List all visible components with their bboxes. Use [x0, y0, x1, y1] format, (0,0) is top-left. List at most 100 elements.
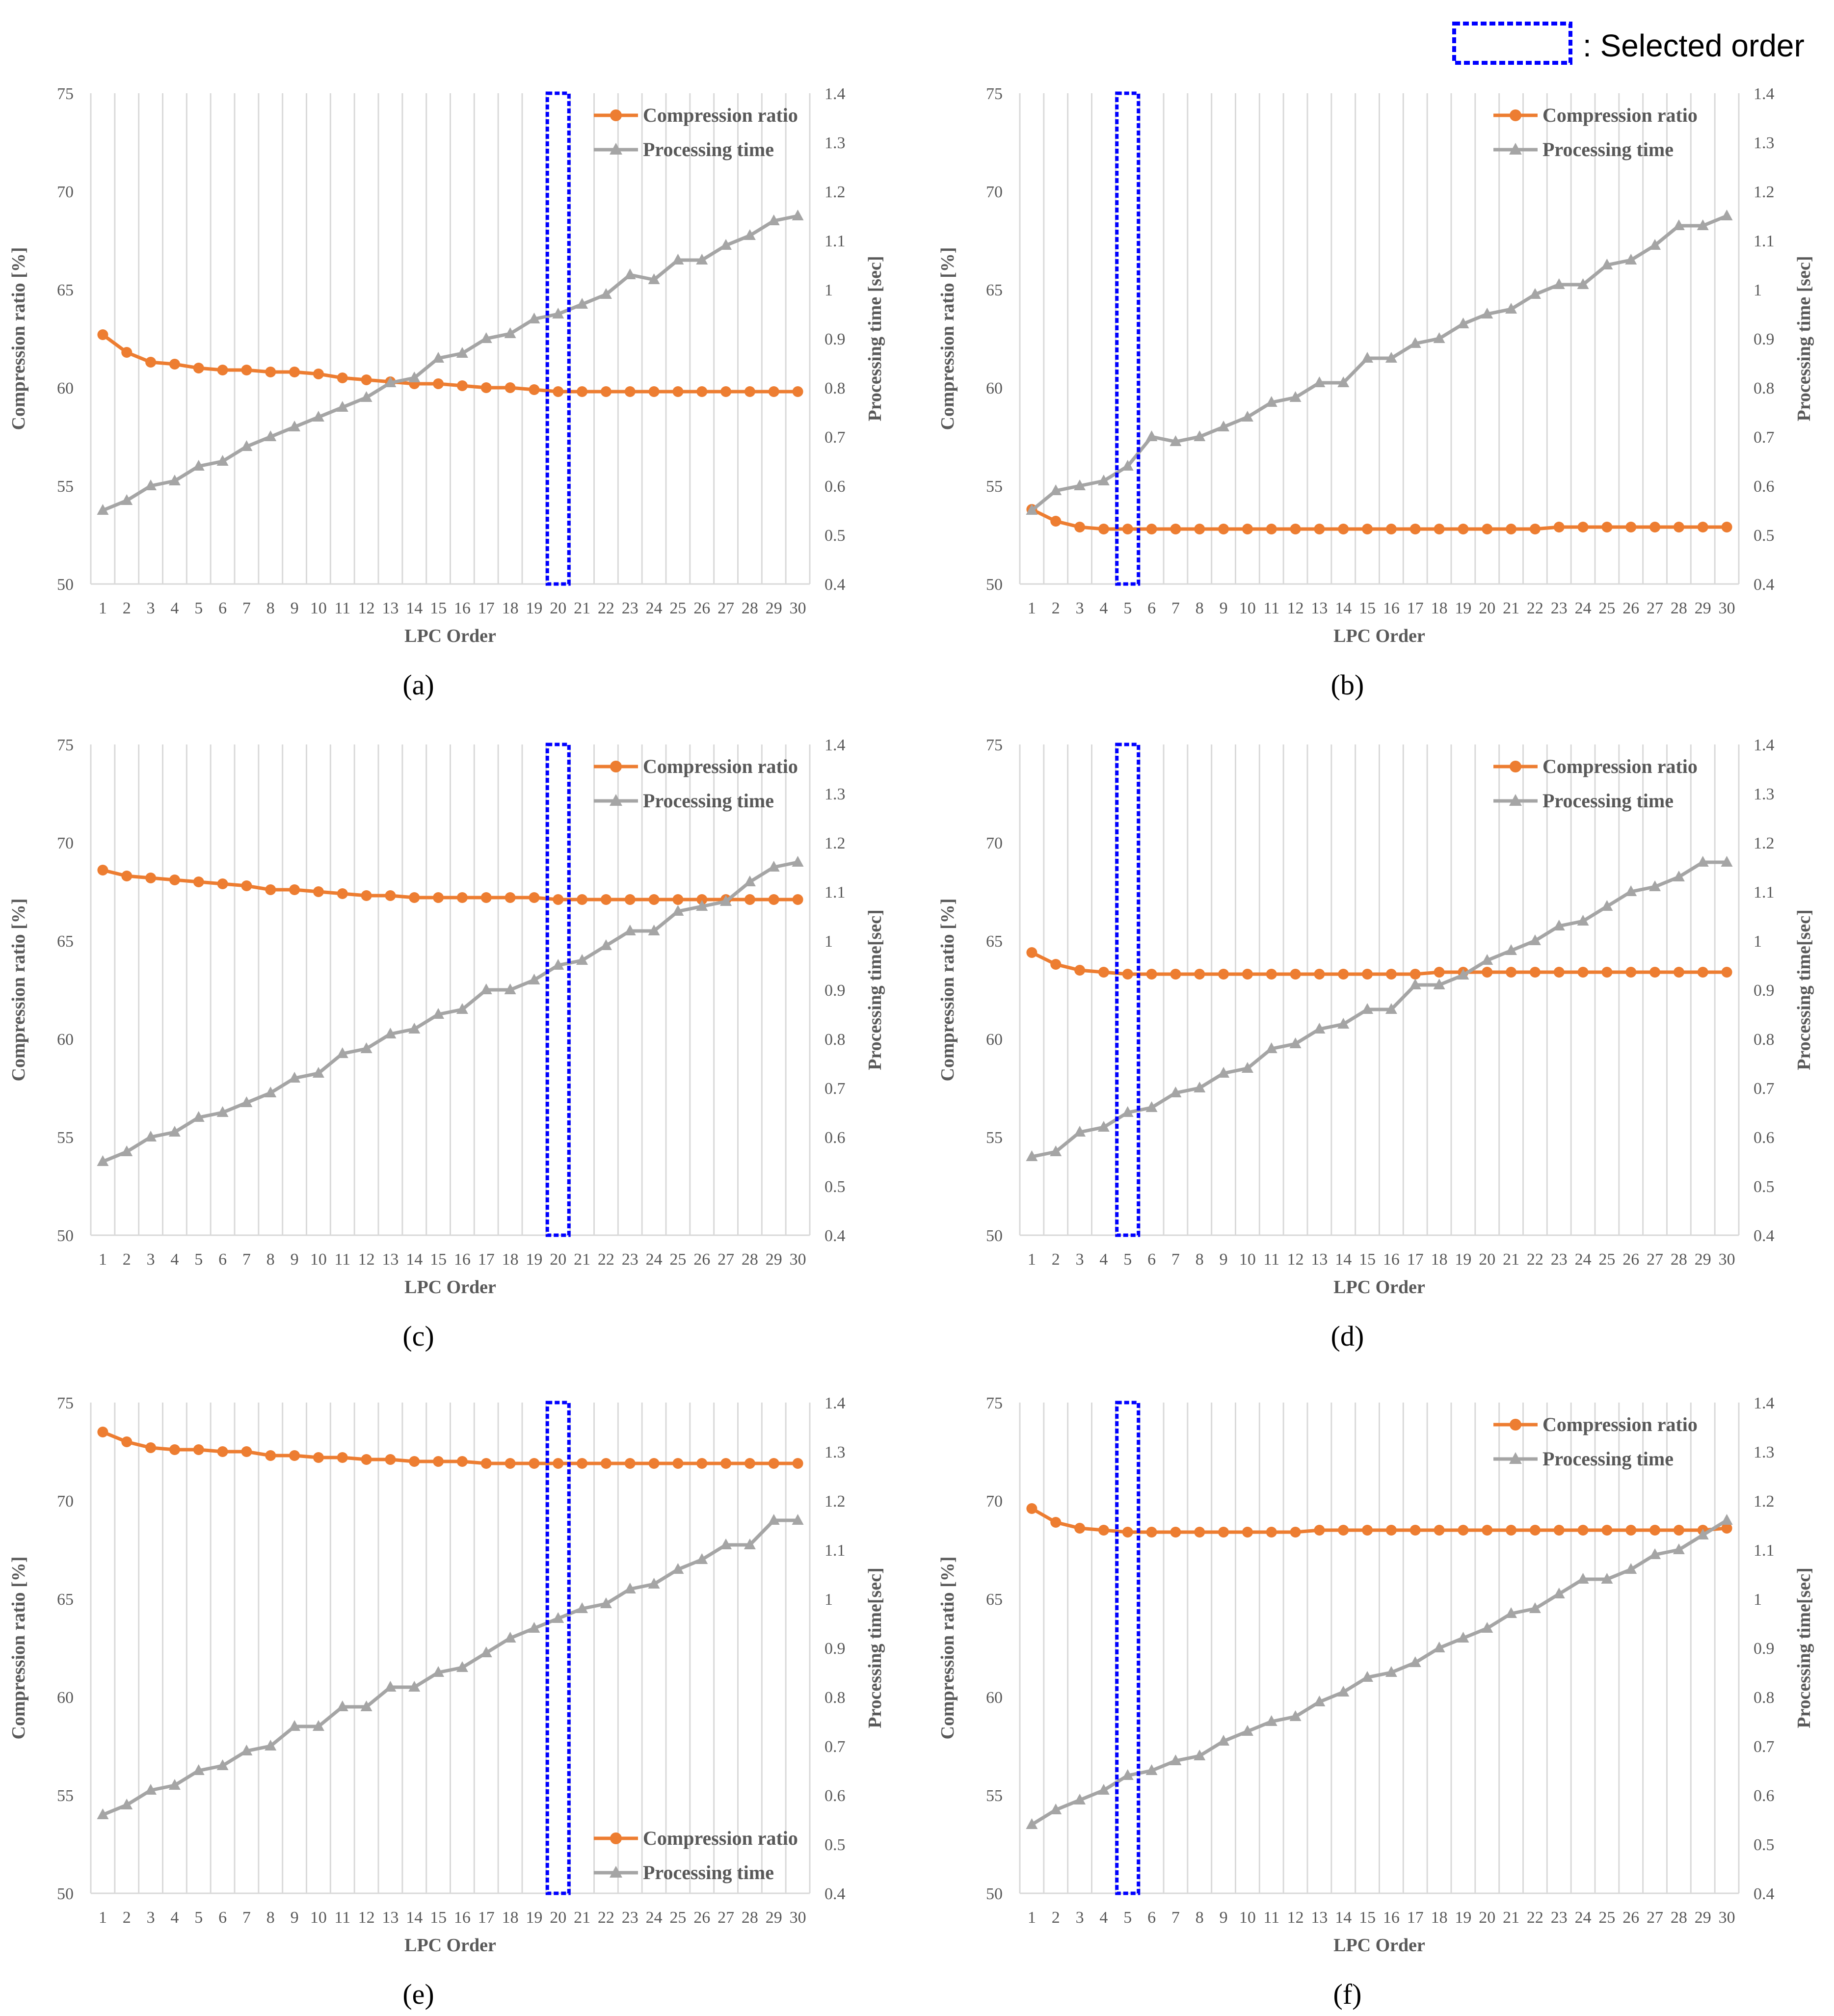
compression-ratio-point [1242, 1527, 1253, 1538]
x-tick-label: 11 [1263, 599, 1279, 617]
selected-order-box [545, 91, 571, 586]
x-tick-label: 3 [147, 1909, 155, 1927]
compression-ratio-point [505, 382, 516, 393]
compression-ratio-point [1218, 969, 1229, 980]
x-tick-label: 20 [550, 599, 566, 617]
x-tick-label: 18 [1431, 1909, 1448, 1927]
y2-tick-label: 1.2 [824, 183, 846, 201]
processing-time-point [1601, 1573, 1613, 1584]
processing-time-point [1361, 352, 1374, 363]
x-tick-label: 22 [598, 1909, 614, 1927]
x-tick-label: 18 [1431, 599, 1448, 617]
x-tick-label: 26 [1622, 1250, 1639, 1269]
processing-time-point [456, 347, 468, 358]
processing-time-point [265, 1740, 277, 1751]
processing-time-point [1481, 1622, 1493, 1633]
legend-marker [1509, 143, 1522, 155]
compression-ratio-point [577, 386, 588, 397]
x-tick-label: 3 [1076, 1250, 1084, 1269]
processing-time-line [102, 214, 798, 512]
x-tick-label: 23 [1551, 1250, 1568, 1269]
x-tick-label: 20 [550, 1250, 566, 1269]
x-tick-label: 27 [718, 1250, 734, 1269]
processing-time-point [216, 455, 229, 466]
compression-ratio-point [1553, 522, 1565, 532]
compression-ratio-point [1506, 524, 1517, 534]
y-tick-label: 70 [57, 183, 74, 201]
processing-time-point [1721, 856, 1733, 867]
x-tick-label: 14 [1335, 599, 1352, 617]
chart-f: 5055606570750.40.50.60.70.80.911.11.21.3… [937, 1394, 1814, 2010]
processing-time-point [648, 1578, 660, 1589]
y2-tick-label: 0.9 [824, 330, 846, 348]
y-tick-label: 55 [57, 477, 74, 496]
x-tick-label: 8 [1196, 1909, 1204, 1927]
compression-ratio-point [289, 367, 300, 377]
x-tick-label: 7 [1171, 1250, 1180, 1269]
y-axis-title: Compression ratio [%] [937, 899, 958, 1082]
y-tick-label: 75 [57, 736, 74, 754]
x-tick-label: 6 [218, 1250, 227, 1269]
y2-tick-label: 1.2 [1754, 1492, 1775, 1511]
processing-time-point [1313, 1023, 1326, 1034]
compression-ratio-point [1146, 524, 1157, 534]
processing-time-point [1289, 1037, 1302, 1048]
processing-time-point [1625, 1563, 1637, 1574]
y2-tick-label: 0.9 [824, 1640, 846, 1658]
processing-time-point [1097, 475, 1110, 485]
x-tick-label: 9 [1220, 1250, 1228, 1269]
x-tick-label: 4 [170, 1909, 179, 1927]
x-tick-label: 25 [669, 1250, 686, 1269]
x-tick-label: 30 [790, 1909, 806, 1927]
processing-time-point [1481, 954, 1493, 965]
processing-time-point [1457, 318, 1469, 328]
processing-time-point [1050, 484, 1062, 495]
compression-ratio-point [1290, 969, 1301, 980]
compression-ratio-point [337, 372, 348, 383]
compression-ratio-point [1266, 524, 1277, 534]
processing-time-point [432, 352, 445, 363]
processing-time-point [97, 1155, 109, 1166]
compression-ratio-point [792, 386, 803, 397]
x-tick-label: 25 [1598, 1909, 1615, 1927]
processing-time-point [240, 1096, 253, 1107]
chart-d: 5055606570750.40.50.60.70.80.911.11.21.3… [937, 736, 1814, 1352]
y2-tick-label: 0.6 [824, 1129, 846, 1147]
y-tick-label: 55 [57, 1129, 74, 1147]
y-tick-label: 55 [986, 1787, 1003, 1805]
compression-ratio-point [193, 876, 204, 887]
legend-label: Compression ratio [1542, 104, 1698, 126]
x-tick-label: 24 [646, 1909, 663, 1927]
compression-ratio-point [1170, 969, 1181, 980]
compression-ratio-point [553, 386, 564, 397]
y-tick-label: 65 [986, 281, 1003, 299]
x-tick-label: 30 [790, 599, 806, 617]
processing-time-point [192, 1111, 205, 1122]
y-tick-label: 65 [986, 932, 1003, 951]
x-tick-label: 24 [1575, 599, 1592, 617]
compression-ratio-point [193, 363, 204, 373]
y-axis-title: Compression ratio [%] [8, 247, 29, 430]
x-tick-label: 17 [478, 1250, 495, 1269]
x-tick-label: 18 [1431, 1250, 1448, 1269]
processing-time-point [552, 1612, 564, 1623]
x-axis-title: LPC Order [1333, 1935, 1425, 1956]
compression-ratio-point [648, 386, 660, 397]
y2-tick-label: 0.5 [824, 1178, 846, 1196]
processing-time-point [696, 254, 708, 265]
processing-time-point [504, 327, 516, 338]
compression-ratio-point [1625, 967, 1637, 978]
compression-ratio-point [553, 1458, 564, 1469]
x-tick-label: 25 [1598, 599, 1615, 617]
compression-ratio-point [313, 369, 324, 379]
compression-ratio-point [409, 1456, 420, 1467]
y2-axis-title: Processing time[sec] [1794, 1567, 1814, 1728]
x-tick-label: 10 [1239, 599, 1256, 617]
x-tick-label: 5 [1123, 599, 1132, 617]
x-tick-label: 23 [622, 599, 638, 617]
processing-time-point [1026, 1818, 1038, 1829]
processing-time-point [720, 895, 732, 906]
compression-ratio-point [1529, 967, 1541, 978]
compression-ratio-point [265, 884, 276, 895]
x-tick-label: 15 [1359, 1250, 1376, 1269]
